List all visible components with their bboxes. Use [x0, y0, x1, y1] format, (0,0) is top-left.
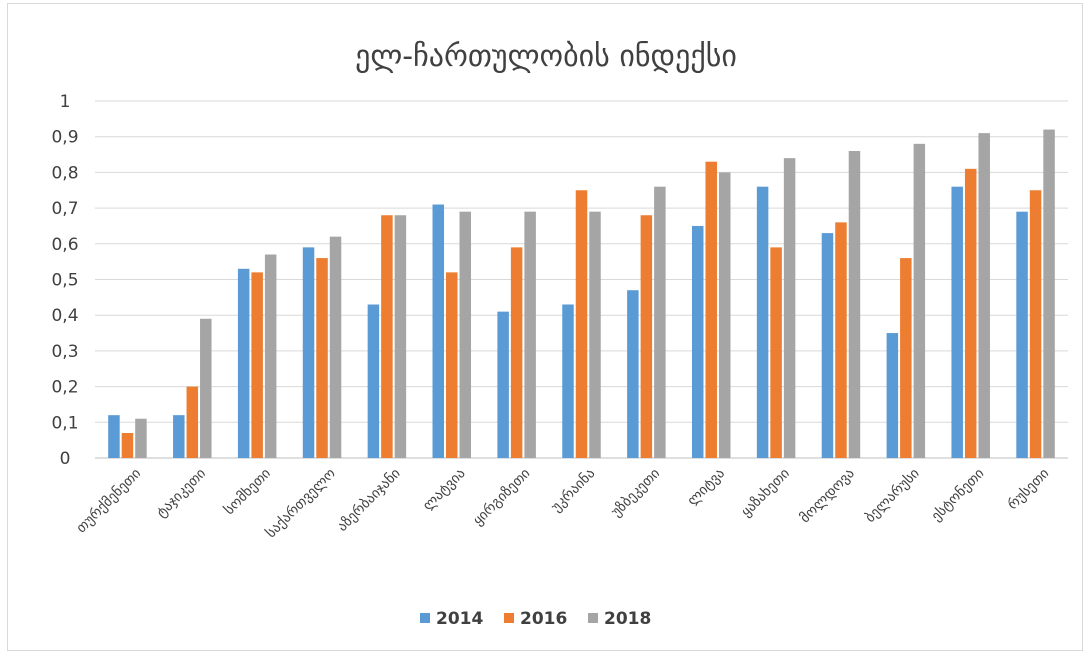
- chart-title: ელ-ჩართულობის ინდექსი: [355, 39, 737, 74]
- bar-2016-6: [446, 272, 458, 458]
- x-tick-label: სომხეთი: [221, 466, 274, 519]
- y-tick-label: 0,9: [51, 128, 78, 148]
- bar-2014-8: [562, 304, 574, 458]
- y-tick-label: 0,7: [51, 199, 78, 219]
- y-tick-label: 0,1: [51, 413, 78, 433]
- chart-svg: ელ-ჩართულობის ინდექსი 0 0,1 0,2 0,3 0,4 0,5 0,…: [51, 39, 1068, 629]
- bar-2018-5: [394, 215, 407, 458]
- x-tick-label: რუსეთი: [1004, 465, 1052, 513]
- y-tick-label: 1: [60, 92, 71, 112]
- legend-swatch-2014: [420, 613, 430, 623]
- bar-2016-2: [186, 386, 199, 458]
- y-tick-label: 0,8: [51, 163, 78, 183]
- x-tick-label: თურქმენეთი: [73, 465, 145, 537]
- x-tick-label: უკრაინა: [548, 465, 598, 515]
- bar-2018-2: [200, 318, 212, 458]
- chart-frame: ელ-ჩართულობის ინდექსი 0 0,1 0,2 0,3 0,4 0,5 0,…: [7, 3, 1083, 651]
- bar-2018-14: [978, 133, 990, 458]
- bar-2014-12: [821, 233, 834, 458]
- x-axis-ticks: თურქმენეთი ტაჯიკეთი სომხეთისაქართველოაზერბ…: [73, 465, 1053, 542]
- bar-2014-3: [237, 268, 250, 458]
- bar-2018-8: [589, 211, 601, 458]
- bar-2018-15: [1043, 129, 1055, 458]
- y-tick-label: 0,4: [51, 306, 78, 326]
- bar-2016-15: [1029, 190, 1042, 458]
- x-tick-label: აზერბაიჯანი: [334, 465, 404, 535]
- x-tick-label: ყირგიზეთი: [469, 465, 533, 529]
- bar-2016-8: [575, 190, 588, 458]
- x-tick-label: მოლდოვა: [797, 466, 858, 527]
- bar-2014-15: [1016, 211, 1028, 458]
- bar-2014-6: [432, 204, 445, 458]
- bar-2014-1: [108, 415, 120, 458]
- bar-2018-11: [783, 158, 796, 458]
- bar-2014-13: [886, 333, 899, 458]
- bar-2016-11: [770, 247, 782, 458]
- x-tick-label: ბელარუსი: [862, 465, 923, 526]
- y-tick-label: 0,6: [51, 235, 78, 255]
- bar-2018-3: [264, 254, 277, 458]
- bar-2018-12: [848, 150, 861, 459]
- bar-2018-6: [459, 211, 472, 458]
- legend-swatch-2016: [504, 613, 514, 623]
- bar-2018-4: [329, 236, 342, 458]
- bar-2014-4: [302, 247, 315, 458]
- bar-2016-10: [705, 161, 717, 458]
- bar-2014-14: [951, 186, 963, 458]
- legend: 2014 2016 2018: [420, 609, 651, 629]
- bar-2014-9: [627, 290, 639, 458]
- bar-2016-14: [964, 168, 977, 458]
- bar-2014-11: [756, 186, 769, 458]
- legend-label-2018: 2018: [604, 609, 651, 629]
- x-tick-label: უზბეკეთი: [608, 466, 663, 521]
- y-tick-label: 0: [60, 449, 71, 469]
- y-axis-ticks: 0 0,1 0,2 0,3 0,4 0,5 0,6 0,7 0,8 0,9 1: [51, 92, 78, 469]
- x-tick-label: ლიტვა: [684, 466, 728, 510]
- y-tick-label: 0,2: [51, 378, 78, 398]
- bar-2016-3: [251, 272, 263, 458]
- x-tick-label: ესტონეთი: [928, 466, 987, 525]
- legend-swatch-2018: [588, 613, 598, 623]
- bar-2014-7: [497, 311, 509, 458]
- bar-2016-9: [640, 215, 653, 458]
- bars: [108, 129, 1055, 459]
- legend-label-2014: 2014: [436, 609, 483, 629]
- y-tick-label: 0,5: [51, 271, 78, 291]
- x-tick-label: ტაჯიკეთი: [154, 466, 210, 522]
- bar-2018-13: [913, 143, 926, 458]
- bar-2016-7: [510, 247, 523, 458]
- x-tick-label: ლატვია: [420, 466, 469, 515]
- bar-2016-5: [381, 215, 393, 458]
- x-tick-label: ყაზახეთი: [738, 466, 793, 521]
- bar-2016-1: [121, 433, 134, 458]
- bar-2018-1: [135, 418, 147, 458]
- y-tick-label: 0,3: [51, 342, 78, 362]
- bar-2016-4: [316, 258, 328, 458]
- bar-2014-2: [173, 415, 185, 458]
- bar-2018-7: [524, 211, 536, 458]
- bar-2014-5: [367, 304, 380, 458]
- legend-label-2016: 2016: [520, 609, 567, 629]
- bar-2018-10: [718, 172, 731, 458]
- x-tick-label: საქართველო: [262, 465, 339, 542]
- bar-2016-12: [835, 222, 847, 458]
- bar-2016-13: [900, 258, 912, 458]
- bar-2018-9: [654, 186, 666, 458]
- bar-2014-10: [691, 225, 704, 458]
